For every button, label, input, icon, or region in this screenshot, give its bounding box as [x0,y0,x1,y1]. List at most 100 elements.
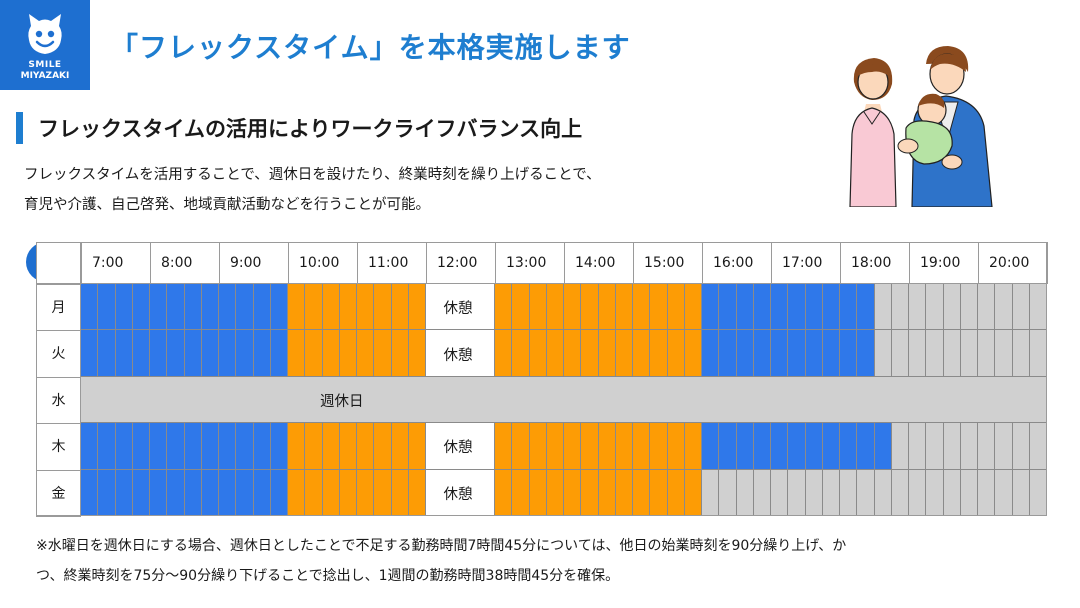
grid-corner [36,242,81,284]
flex-work-slot [236,330,254,377]
off-hours-slot [1012,469,1030,516]
page-title: 「フレックスタイム」を本格実施します [110,31,631,64]
flex-work-slot [167,423,185,470]
flex-work-slot [150,423,168,470]
time-label: 19:00 [909,242,979,284]
rest-block [426,284,495,331]
core-work-slot [374,284,392,331]
off-hours-slot [1029,423,1047,470]
core-work-slot [633,284,651,331]
core-work-slot [615,284,633,331]
flex-work-slot [857,284,875,331]
flex-work-slot [270,469,288,516]
flex-work-slot [201,469,219,516]
flex-work-slot [270,284,288,331]
off-hours-slot [891,423,909,470]
flex-work-slot [115,284,133,331]
core-work-slot [667,469,685,516]
flex-work-slot [805,284,823,331]
core-work-slot [391,469,409,516]
off-hours-slot [891,330,909,377]
core-work-slot [391,330,409,377]
flex-work-slot [753,423,771,470]
off-hours-slot [909,330,927,377]
core-work-slot [288,423,306,470]
core-work-slot [512,423,530,470]
flex-work-slot [736,423,754,470]
flex-work-slot [236,469,254,516]
off-hours-slot [909,284,927,331]
core-work-slot [546,423,564,470]
core-work-slot [391,423,409,470]
day-off-block [81,376,1047,424]
description: フレックスタイムを活用することで、週休日を設けたり、終業時刻を繰り上げることで、… [24,160,744,220]
flex-work-slot [702,423,720,470]
off-hours-slot [891,284,909,331]
flex-work-slot [840,284,858,331]
flex-work-slot [270,330,288,377]
flex-work-slot [270,423,288,470]
core-work-slot [374,423,392,470]
off-hours-slot [943,423,961,470]
core-work-slot [615,423,633,470]
core-work-slot [684,423,702,470]
core-work-slot [667,284,685,331]
time-label: 11:00 [357,242,427,284]
schedule-grid: 7:00 8:00 9:00 10:00 11:00 12:00 13:00 14:00 15:… [36,242,1048,517]
logo-text-line2: MIYAZAKI [20,71,70,81]
off-hours-slot [1029,330,1047,377]
off-hours-slot [995,284,1013,331]
off-hours-slot [995,423,1013,470]
time-label: 16:00 [702,242,772,284]
time-label: 10:00 [288,242,358,284]
flex-work-slot [81,469,99,516]
core-work-slot [615,469,633,516]
flex-work-slot [81,284,99,331]
flex-work-slot [81,330,99,377]
core-work-slot [512,284,530,331]
core-work-slot [684,284,702,331]
core-work-slot [357,330,375,377]
core-work-slot [408,330,426,377]
core-work-slot [667,423,685,470]
core-work-slot [357,423,375,470]
flex-work-slot [132,284,150,331]
core-work-slot [633,423,651,470]
time-label: 20:00 [978,242,1048,284]
core-work-slot [288,469,306,516]
core-work-slot [546,284,564,331]
core-work-slot [374,469,392,516]
core-work-slot [546,330,564,377]
time-label: 18:00 [840,242,910,284]
description-line-2: 育児や介護、自己啓発、地域貢献活動などを行うことが可能。 [24,197,430,213]
off-hours-slot [978,423,996,470]
core-work-slot [564,469,582,516]
off-hours-slot [1029,469,1047,516]
core-work-slot [512,469,530,516]
core-work-slot [529,423,547,470]
flex-work-slot [788,330,806,377]
off-hours-slot [995,469,1013,516]
day-off-label: 週休日 [320,394,364,410]
core-work-slot [581,469,599,516]
time-label: 15:00 [633,242,703,284]
off-hours-slot [960,330,978,377]
logo-text-line1: SMILE [28,60,62,70]
rest-label: 休憩 [443,440,473,457]
flex-work-slot [788,423,806,470]
core-work-slot [650,469,668,516]
core-work-slot [598,469,616,516]
core-work-slot [564,423,582,470]
core-work-slot [357,284,375,331]
core-work-slot [633,469,651,516]
flex-work-slot [771,284,789,331]
time-label: 7:00 [81,242,151,284]
mascot-icon [28,14,62,54]
footnote: ※水曜日を週休日にする場合、週休日としたことで不足する勤務時間7時間45分につい… [36,531,1056,591]
core-work-slot [305,469,323,516]
day-label: 水 [36,376,81,425]
core-work-slot [374,330,392,377]
core-work-slot [391,284,409,331]
off-hours-slot [978,330,996,377]
off-hours-slot [1012,330,1030,377]
